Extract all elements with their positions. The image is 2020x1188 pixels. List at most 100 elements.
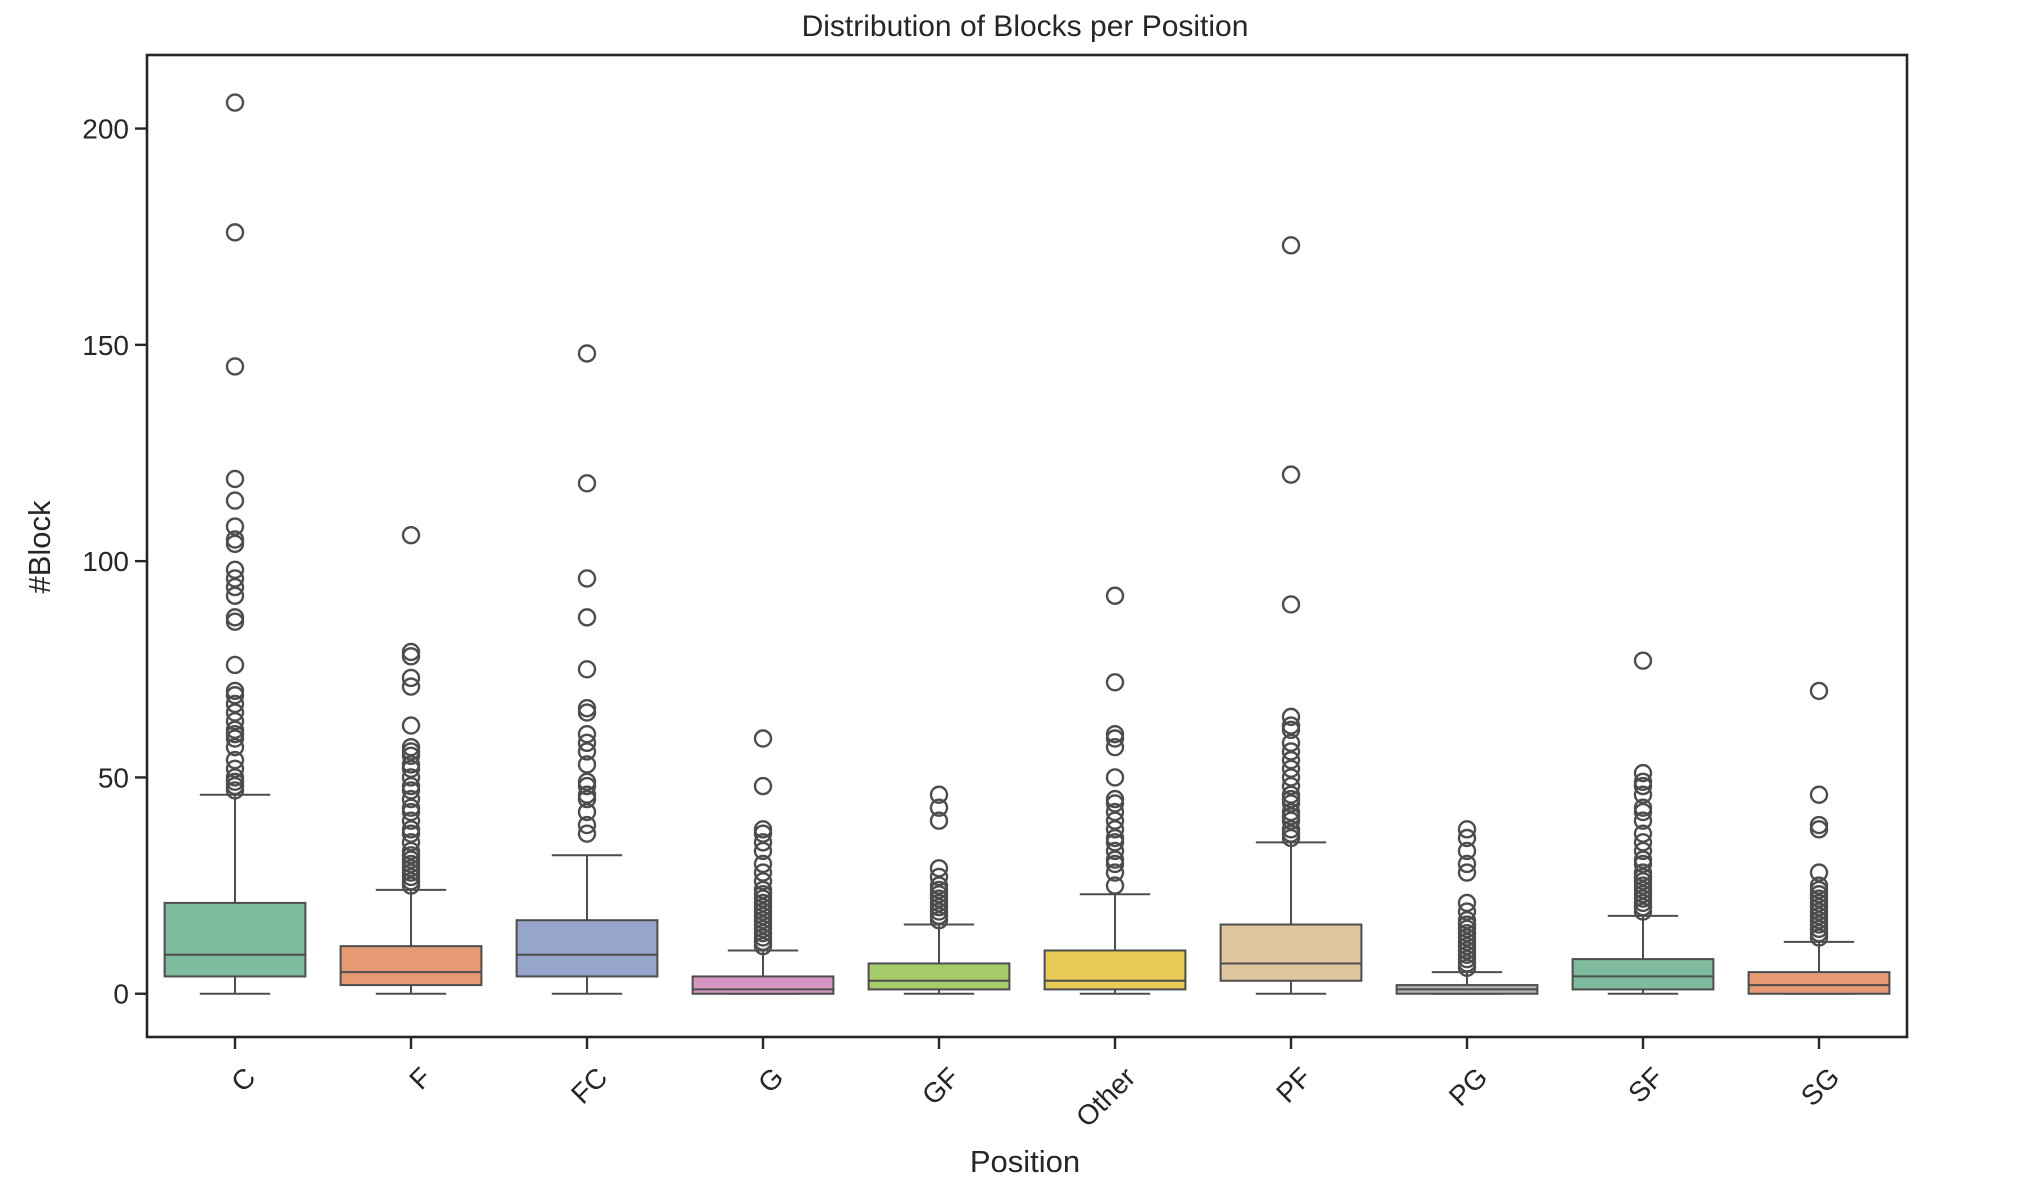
x-tick-label: SF [1622, 1061, 1669, 1108]
outlier-point [1281, 707, 1301, 727]
x-tick-label: G [752, 1061, 789, 1098]
outlier-point [577, 824, 597, 843]
plot-area [163, 93, 1891, 995]
x-tick-label: C [225, 1061, 261, 1097]
outlier-point [1633, 772, 1653, 791]
outlier-point [577, 608, 597, 627]
outlier-point [577, 755, 597, 774]
outlier-point [577, 742, 597, 761]
box-f [339, 525, 483, 995]
outlier-point [225, 712, 245, 731]
outlier-point [225, 703, 245, 722]
outlier-point [1809, 681, 1829, 701]
outlier-point [1281, 716, 1301, 735]
outlier-point [753, 729, 773, 748]
outlier-point [225, 469, 245, 489]
outlier-point [929, 811, 949, 830]
outlier-point [1633, 863, 1653, 882]
y-tick-label: 150 [82, 330, 129, 361]
outlier-point [929, 876, 949, 895]
outlier-point [225, 517, 245, 536]
outlier-point [1457, 902, 1477, 921]
x-tick-label: SG [1795, 1061, 1846, 1112]
outlier-point [1105, 768, 1125, 787]
outlier-point [1457, 841, 1477, 861]
x-tick-label: GF [916, 1061, 965, 1110]
outlier-point [1633, 850, 1653, 869]
outlier-point [225, 681, 245, 701]
outlier-point [577, 785, 597, 804]
outlier-point [401, 525, 421, 545]
outlier-point [225, 694, 245, 714]
outlier-point [225, 759, 245, 778]
outlier-point [225, 655, 245, 675]
outlier-point [1281, 776, 1301, 796]
outlier-point [1633, 763, 1653, 783]
box-iqr [867, 962, 1011, 991]
outlier-point [225, 357, 245, 376]
outlier-point [1633, 811, 1653, 830]
outlier-point [225, 750, 245, 770]
outlier-point [1281, 759, 1301, 778]
outlier-point [225, 586, 245, 605]
outlier-point [577, 733, 597, 753]
outlier-point [1105, 876, 1125, 895]
box-fc [515, 344, 659, 995]
outlier-point [1457, 863, 1477, 882]
x-axis-label: Position [970, 1144, 1080, 1179]
outlier-point [577, 724, 597, 744]
outlier-point [753, 776, 773, 796]
outlier-point [1281, 820, 1301, 839]
x-tick-label: Other [1070, 1061, 1141, 1132]
outlier-point [1281, 802, 1301, 822]
outlier-point [401, 668, 421, 688]
chart-title: Distribution of Blocks per Position [802, 10, 1249, 43]
box-iqr [691, 975, 835, 995]
x-axis: C F FC G GF Other PF PG SF SG [225, 1037, 1845, 1133]
outlier-point [401, 768, 421, 787]
outlier-point [225, 720, 245, 740]
outlier-point [577, 772, 597, 791]
outlier-point [1809, 785, 1829, 804]
outlier-point [929, 785, 949, 804]
outlier-point [753, 820, 773, 839]
outlier-point [1633, 651, 1653, 670]
outlier-point [1809, 876, 1829, 895]
outlier-point [225, 608, 245, 627]
outlier-point [929, 859, 949, 878]
box-sf [1571, 651, 1715, 995]
outlier-point [1281, 785, 1301, 804]
outlier-point [225, 577, 245, 597]
outlier-point [1809, 815, 1829, 835]
outlier-point [577, 815, 597, 835]
outlier-point [1633, 833, 1653, 852]
x-tick-label: PG [1443, 1061, 1494, 1112]
outlier-point [753, 880, 773, 900]
outlier-point [1281, 742, 1301, 761]
outlier-point [225, 491, 245, 510]
outlier-point [1281, 465, 1301, 484]
y-tick-label: 50 [98, 762, 129, 793]
outlier-point [1105, 586, 1125, 605]
outlier-point [577, 569, 597, 588]
outlier-point [1105, 673, 1125, 692]
box-sg [1747, 681, 1891, 995]
outlier-point [401, 833, 421, 852]
outlier-point [753, 872, 773, 891]
outlier-point [1457, 854, 1477, 874]
outlier-point [225, 223, 245, 242]
outlier-point [401, 776, 421, 796]
outlier-point [1457, 893, 1477, 913]
outlier-point [401, 798, 421, 817]
outlier-point [1633, 798, 1653, 817]
outlier-point [1105, 820, 1125, 839]
outlier-point [1105, 802, 1125, 822]
outlier-point [1105, 850, 1125, 869]
outlier-point [225, 569, 245, 588]
outlier-point [577, 802, 597, 822]
outlier-point [225, 530, 245, 549]
outlier-point [401, 642, 421, 662]
outlier-point [1457, 910, 1477, 930]
box-iqr [515, 919, 659, 978]
outlier-point [1105, 828, 1125, 848]
